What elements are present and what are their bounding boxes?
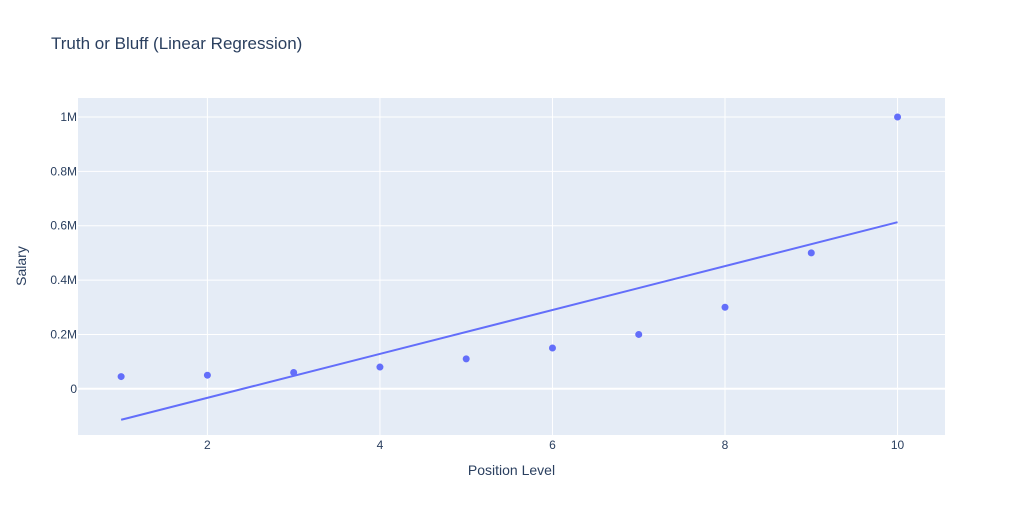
y-tick-labels: 0 0.2M 0.4M 0.6M 0.8M 1M [50,110,77,396]
x-tick-label: 8 [722,438,729,452]
x-tick-labels: 2 4 6 8 10 [204,438,904,452]
data-point [117,373,125,381]
data-point [203,371,211,379]
y-tick-label: 0.4M [50,273,77,287]
scatter-points-layer [117,113,902,381]
y-axis-title: Salary [13,246,29,286]
chart-title: Truth or Bluff (Linear Regression) [51,34,302,53]
y-tick-label: 1M [60,110,77,124]
data-point [807,249,815,257]
data-point [721,303,729,311]
data-point [548,344,556,352]
y-tick-label: 0.8M [50,164,77,178]
data-point [635,330,643,338]
data-point [462,355,470,363]
y-tick-label: 0 [70,382,77,396]
grid-layer [78,98,945,435]
regression-line-layer [120,221,898,421]
regression-line [120,221,898,421]
y-tick-label: 0.2M [50,327,77,341]
x-tick-label: 10 [891,438,905,452]
data-point [376,363,384,371]
data-point [894,113,902,121]
x-tick-label: 6 [549,438,556,452]
x-tick-label: 4 [377,438,384,452]
plot-background [78,98,945,435]
x-axis-title: Position Level [468,462,555,478]
y-tick-label: 0.6M [50,219,77,233]
x-tick-label: 2 [204,438,211,452]
data-point [290,368,298,376]
